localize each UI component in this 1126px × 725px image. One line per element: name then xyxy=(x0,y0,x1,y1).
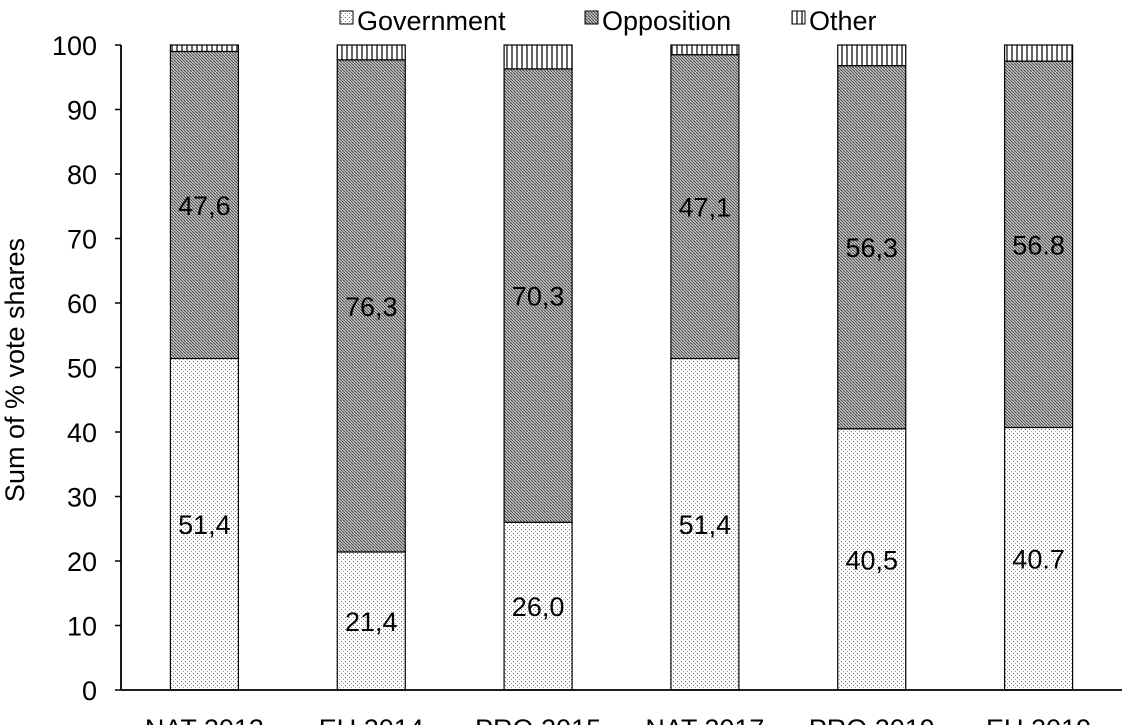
bar-segment-other xyxy=(670,44,740,56)
bar-segment-opposition xyxy=(670,54,740,360)
bar-data-label: 70,3 xyxy=(512,282,565,312)
x-axis-ticks: NAT 2013 EU 2014 PRO 2015 NAT 2017 PRO 2019 E… xyxy=(145,714,1091,725)
y-tick-label: 80 xyxy=(67,160,97,190)
y-tick-label: 60 xyxy=(67,289,97,319)
bar-segment-other xyxy=(1003,44,1074,62)
bars xyxy=(169,44,1074,691)
y-tick-label: 10 xyxy=(67,612,97,642)
bar-data-label: 47,6 xyxy=(178,191,231,221)
axes xyxy=(120,45,1122,691)
x-tick-label: NAT 2017 xyxy=(645,714,764,725)
y-axis-ticks: 0 10 20 30 40 50 60 70 80 90 100 xyxy=(52,31,121,706)
y-tick-label: 30 xyxy=(67,483,97,513)
bar-data-label: 51,4 xyxy=(679,510,732,540)
bar-data-label: 21,4 xyxy=(345,607,398,637)
bar-data-labels: 51,4 47,6 21,4 76,3 26,0 70,3 51,4 47,1 40,5 56,3… xyxy=(178,191,1065,637)
y-tick-label: 0 xyxy=(82,676,97,706)
y-tick-label: 90 xyxy=(67,96,97,126)
bar-segment-government xyxy=(169,357,240,691)
bar-segment-other xyxy=(503,44,573,70)
bar-segment-opposition xyxy=(169,50,240,360)
bar-segment-government xyxy=(1003,426,1074,691)
legend-label-government: Government xyxy=(357,6,506,36)
bar-segment-government xyxy=(837,428,907,691)
bar-data-label: 76,3 xyxy=(345,292,398,322)
y-axis-title-group: Sum of % vote shares xyxy=(0,238,30,502)
bar-data-label: 26,0 xyxy=(512,592,565,622)
x-tick-label: EU 2019 xyxy=(986,714,1091,725)
y-axis-title: Sum of % vote shares xyxy=(0,238,30,502)
bar-segment-government xyxy=(503,521,573,691)
bar-segment-opposition xyxy=(837,65,907,430)
y-tick-label: 70 xyxy=(67,225,97,255)
x-tick-label: EU 2014 xyxy=(319,714,424,725)
y-tick-label: 100 xyxy=(52,31,97,61)
bar-segment-other xyxy=(837,44,907,67)
bar-segment-government xyxy=(336,551,406,691)
y-tick-label: 50 xyxy=(67,354,97,384)
bar-segment-opposition xyxy=(336,59,406,553)
bar-data-label: 40,5 xyxy=(845,545,898,575)
bar-segment-other xyxy=(336,44,406,61)
x-tick-label: PRO 2015 xyxy=(475,714,601,725)
legend-swatch-government xyxy=(339,10,354,25)
legend-swatch-opposition xyxy=(584,10,599,25)
bar-data-label: 56,3 xyxy=(845,233,898,263)
legend-swatch-other xyxy=(791,10,806,25)
y-tick-label: 20 xyxy=(67,547,97,577)
bar-segment-other xyxy=(169,44,240,53)
bar-data-label: 40.7 xyxy=(1012,545,1065,575)
x-tick-label: NAT 2013 xyxy=(145,714,264,725)
bar-data-label: 56.8 xyxy=(1012,230,1065,260)
bar-data-label: 51,4 xyxy=(178,510,231,540)
bar-data-label: 47,1 xyxy=(679,193,732,223)
bar-segment-opposition xyxy=(1003,60,1074,429)
y-tick-label: 40 xyxy=(67,418,97,448)
legend: Government Opposition Other xyxy=(339,6,877,36)
legend-label-other: Other xyxy=(809,6,877,36)
x-tick-label: PRO 2019 xyxy=(809,714,935,725)
bar-segment-government xyxy=(670,357,740,691)
legend-label-opposition: Opposition xyxy=(602,6,731,36)
